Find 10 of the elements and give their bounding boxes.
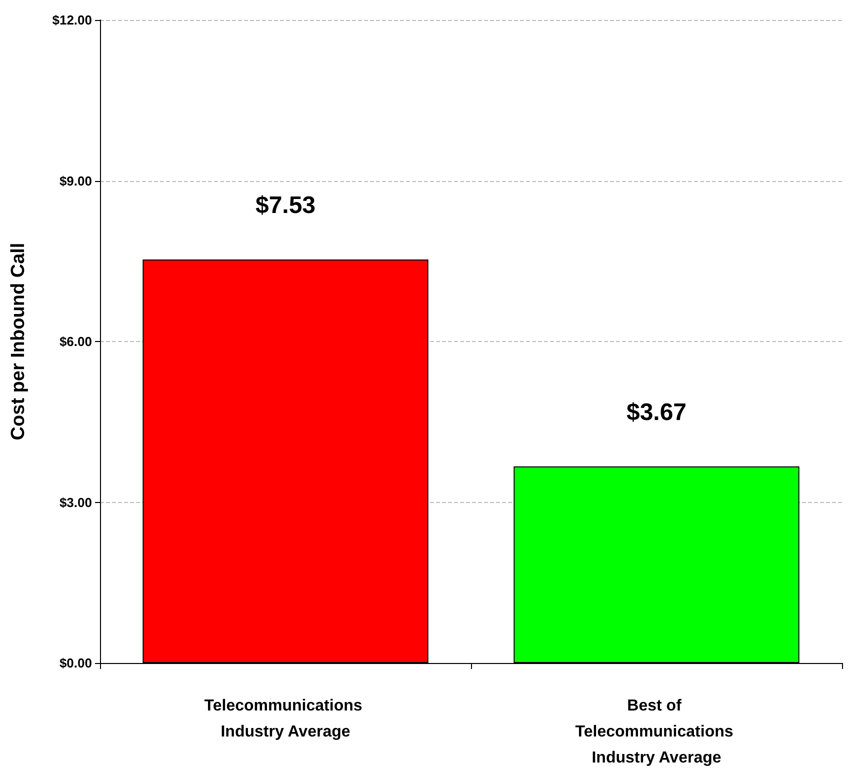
y-axis-title: Cost per Inbound Call bbox=[8, 242, 29, 440]
data-label: $7.53 bbox=[255, 192, 316, 220]
y-tick-label: $9.00 bbox=[59, 173, 92, 188]
data-label: $3.67 bbox=[626, 398, 687, 426]
y-tick-label: $6.00 bbox=[59, 334, 92, 349]
y-tick-label: $12.00 bbox=[52, 12, 92, 28]
y-tick-label: $3.00 bbox=[59, 494, 92, 510]
x-tick-label: Telecommunications Industry Average bbox=[204, 698, 367, 740]
y-tick-label: $0.00 bbox=[59, 656, 92, 670]
x-tick-label: Best of Telecommunications Industry Average bbox=[575, 698, 738, 766]
